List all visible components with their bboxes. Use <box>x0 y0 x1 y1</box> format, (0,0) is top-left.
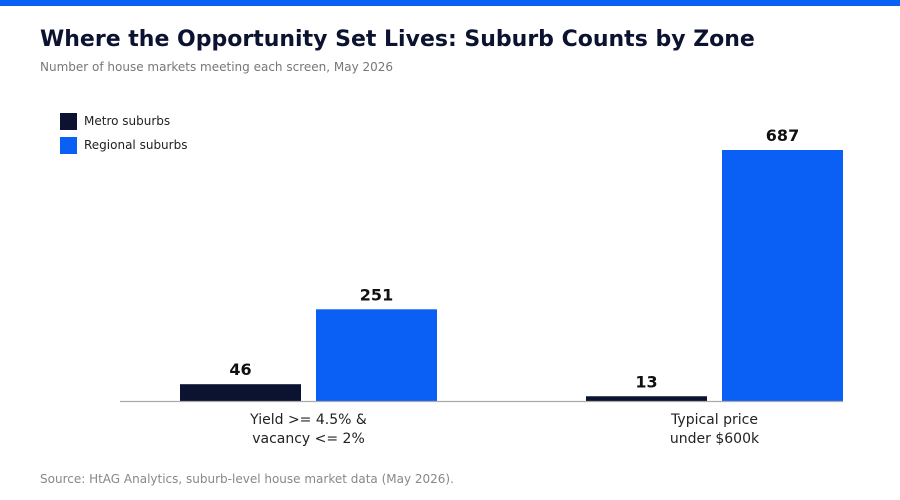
legend-item-metro: Metro suburbs <box>60 109 187 133</box>
chart-subtitle: Number of house markets meeting each scr… <box>40 60 394 74</box>
legend-swatch-metro <box>60 112 77 130</box>
data-label-regional-0: 251 <box>360 285 393 304</box>
bar-metro-0 <box>180 384 301 401</box>
data-label-metro-0: 46 <box>229 360 251 379</box>
top-accent-bar <box>0 0 900 6</box>
bar-regional-1 <box>722 150 843 401</box>
chart-title: Where the Opportunity Set Lives: Suburb … <box>40 27 755 52</box>
category-label-0: Yield >= 4.5% & vacancy <= 2% <box>249 412 367 447</box>
legend-label-metro: Metro suburbs <box>84 114 171 128</box>
data-label-metro-1: 13 <box>635 372 657 391</box>
legend-item-regional: Regional suburbs <box>60 133 187 157</box>
data-label-regional-1: 687 <box>766 126 799 145</box>
bar-metro-1 <box>586 396 707 401</box>
bar-regional-0 <box>316 309 437 401</box>
category-label-1: Typical price under $600k <box>670 412 760 447</box>
legend-label-regional: Regional suburbs <box>84 138 188 152</box>
source-note: Source: HtAG Analytics, suburb-level hou… <box>40 472 454 486</box>
bar-chart: 46 251 Yield >= 4.5% & vacancy <= 2% 13 687 Ty… <box>120 126 843 447</box>
legend: Metro suburbs Regional suburbs <box>60 109 187 157</box>
legend-swatch-regional <box>60 136 77 154</box>
